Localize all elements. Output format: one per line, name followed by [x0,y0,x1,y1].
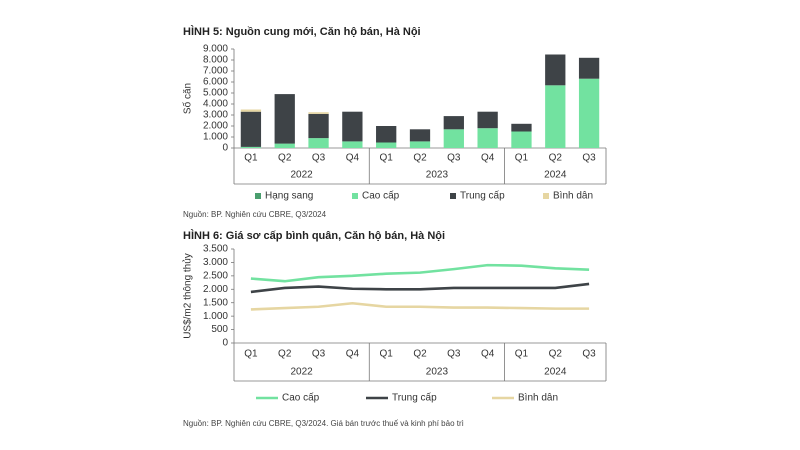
bar-segment [342,111,363,142]
x-tick-label: Q3 [582,153,596,164]
x-tick-label: Q2 [549,349,563,360]
x-tick-label: Q3 [312,153,326,164]
legend-label: Bình dân [553,191,593,202]
x-tick-label: Q1 [380,153,394,164]
bar-segment [240,109,262,112]
bar-segment [409,141,431,148]
group-label: 2024 [544,367,567,378]
y-tick-label: 5.000 [203,88,228,99]
bar-segment [342,141,363,148]
bar-segment [274,94,295,144]
legend-label: Cao cấp [282,392,320,404]
x-tick-label: Q2 [413,349,427,360]
x-tick-label: Q1 [380,349,394,360]
group-label: 2023 [426,170,449,181]
x-tick-label: Q4 [346,153,360,164]
bar-segment [545,85,566,148]
x-tick-label: Q2 [278,153,292,164]
y-tick-label: 1.000 [203,132,228,143]
group-label: 2022 [291,367,314,378]
x-tick-label: Q4 [346,349,360,360]
x-tick-label: Q2 [413,153,427,164]
bar-segment [545,54,566,86]
bar-segment [240,146,262,148]
bar-segment [443,116,464,130]
y-tick-label: 9.000 [203,44,228,55]
x-tick-label: Q2 [549,153,563,164]
y-tick-label: 2.500 [203,270,228,281]
x-tick-label: Q3 [447,349,461,360]
chart-title: HÌNH 6: Giá sơ cấp bình quân, Căn hộ bán… [183,229,445,242]
bar-segment [578,78,600,148]
x-tick-label: Q1 [244,349,258,360]
bar-segment [443,129,464,148]
legend-swatch [450,193,456,199]
bar-segment [274,143,295,148]
x-tick-label: Q4 [481,349,495,360]
y-tick-label: 4.000 [203,99,228,110]
x-tick-label: Q1 [515,349,529,360]
y-tick-label: 2.000 [203,121,228,132]
x-tick-label: Q3 [312,349,326,360]
source-note: Nguồn: BP. Nghiên cứu CBRE, Q3/2024 [183,210,327,219]
bar-segment [308,113,329,139]
legend-label: Trung cấp [392,392,437,404]
bar-segment [240,111,262,147]
legend-swatch [352,193,358,199]
y-tick-label: 6.000 [203,77,228,88]
group-label: 2022 [291,170,314,181]
chart-title: HÌNH 5: Nguồn cung mới, Căn hộ bán, Hà N… [183,25,421,38]
y-axis-label: US$/m2 thông thủy [182,253,194,339]
y-tick-label: 1.500 [203,297,228,308]
y-tick-label: 0 [222,338,228,349]
line [250,263,590,283]
x-tick-label: Q1 [244,153,258,164]
group-label: 2023 [426,367,449,378]
y-tick-label: 7.000 [203,66,228,77]
bar-segment [578,57,600,79]
legend-label: Trung cấp [460,190,505,202]
legend-label: Bình dân [518,393,558,404]
bar-segment [376,126,397,143]
y-axis-label: Số căn [182,83,194,114]
legend-label: Cao cấp [362,190,400,202]
legend-swatch [255,193,261,199]
x-tick-label: Q1 [515,153,529,164]
x-tick-label: Q2 [278,349,292,360]
source-note: Nguồn: BP. Nghiên cứu CBRE, Q3/2024. Giá… [183,419,464,428]
bar-segment [376,142,397,148]
legend-swatch [543,193,549,199]
bar-segment [511,131,532,148]
bar-segment [511,123,532,132]
bar-segment [308,112,329,114]
line [250,301,590,311]
bar-segment [409,129,431,142]
y-tick-label: 3.000 [203,257,228,268]
y-tick-label: 8.000 [203,55,228,66]
y-tick-label: 3.500 [203,244,228,255]
group-label: 2024 [544,170,567,181]
y-tick-label: 500 [211,324,228,335]
bar-segment [308,138,329,148]
y-tick-label: 1.000 [203,311,228,322]
bar-segment [477,128,498,148]
y-tick-label: 2.000 [203,284,228,295]
bar-segment [477,111,498,129]
x-tick-label: Q3 [582,349,596,360]
x-tick-label: Q4 [481,153,495,164]
line [250,282,590,294]
x-tick-label: Q3 [447,153,461,164]
y-tick-label: 0 [222,143,228,154]
legend-label: Hạng sang [265,191,313,202]
y-tick-label: 3.000 [203,110,228,121]
